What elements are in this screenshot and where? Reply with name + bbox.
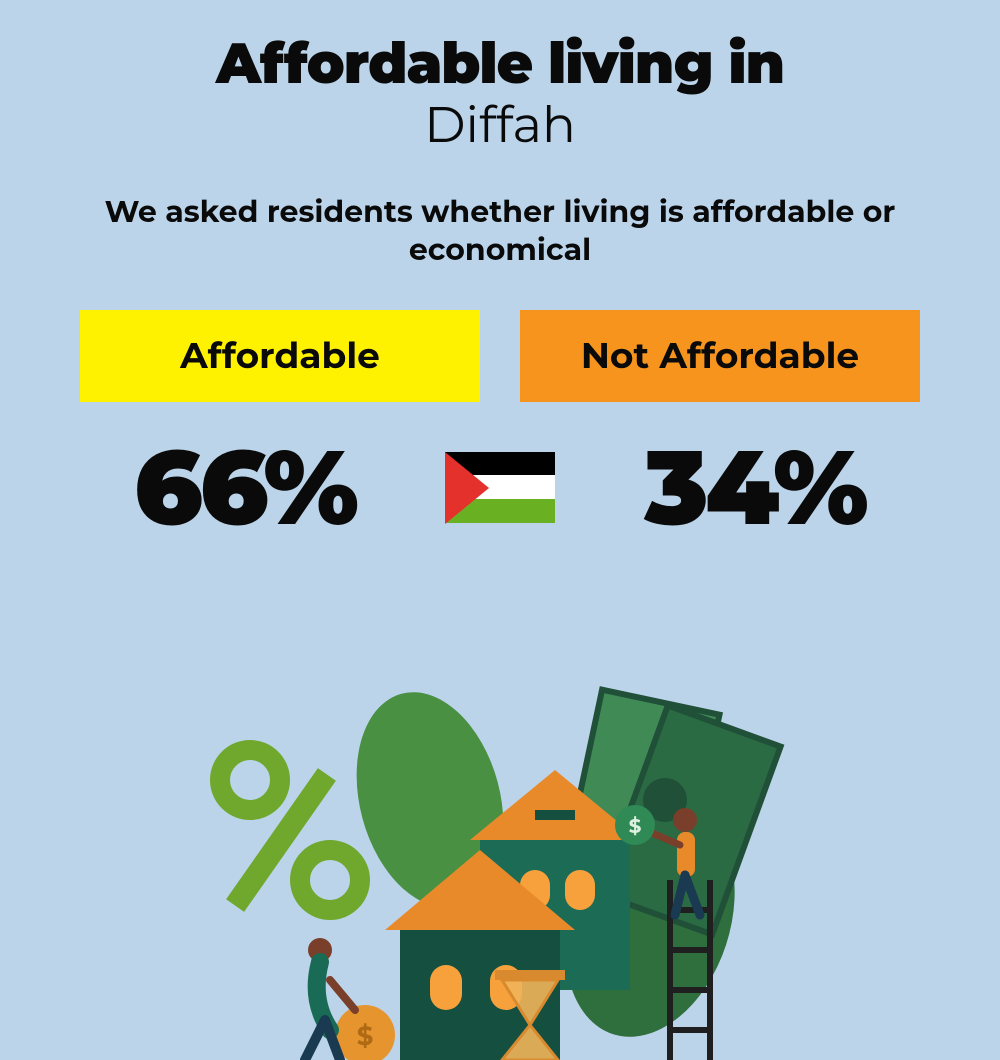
percent-not-affordable: 34% [585,424,925,551]
flag-icon [445,452,555,524]
percent-affordable: 66% [75,424,415,551]
person-left-icon: $ [305,938,395,1060]
svg-text:$: $ [357,1020,374,1052]
results-row: 66% 34% [60,424,940,551]
label-not-affordable: Not Affordable [520,310,920,402]
label-affordable: Affordable [80,310,480,402]
labels-row: Affordable Not Affordable [60,310,940,402]
svg-text:$: $ [629,815,642,839]
title-main: Affordable living in [60,30,940,98]
subtitle: We asked residents whether living is aff… [60,193,940,268]
percent-icon [220,750,360,912]
title-city: Diffah [60,94,940,155]
illustration: $ $ [180,680,820,1060]
